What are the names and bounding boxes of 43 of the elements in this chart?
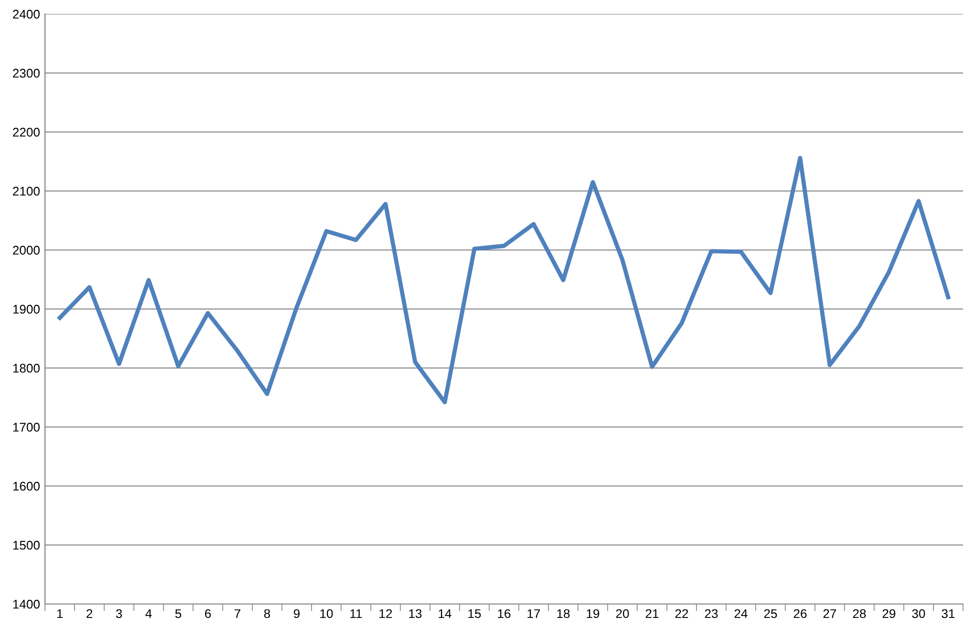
y-tick-label: 1500	[13, 540, 40, 550]
x-tick-label: 17	[528, 609, 540, 618]
x-tick-label: 22	[675, 609, 688, 618]
y-tick-label: 2100	[12, 186, 40, 196]
x-tick-label: 29	[882, 609, 896, 618]
x-tick-label: 27	[823, 609, 836, 618]
x-tick-label: 30	[912, 609, 926, 618]
y-tick-label: 2400	[12, 10, 40, 19]
x-tick-label: 18	[557, 609, 570, 618]
x-tick-label: 13	[409, 609, 422, 618]
y-tick-label: 2300	[12, 68, 40, 78]
y-tick-label: 1800	[13, 364, 40, 373]
x-tick-label: 24	[734, 609, 748, 618]
x-tick-label: 4	[145, 609, 152, 618]
x-tick-label: 20	[616, 609, 629, 618]
x-tick-label: 21	[646, 609, 658, 618]
x-tick-label: 28	[853, 609, 866, 618]
x-tick-label: 6	[205, 609, 211, 618]
x-tick-label: 26	[794, 609, 807, 618]
x-tick-label: 8	[264, 609, 270, 618]
x-tick-label: 3	[116, 609, 122, 618]
y-tick-label: 1600	[13, 482, 40, 491]
x-tick-label: 23	[704, 609, 718, 618]
line-series	[58, 156, 950, 404]
y-tick-label: 2200	[12, 128, 40, 137]
x-tick-label: 11	[350, 609, 362, 618]
x-tick-label: 1	[57, 609, 63, 618]
x-tick-label: 25	[764, 609, 777, 618]
y-tick-label: 2000	[12, 246, 40, 255]
x-tick-label: 16	[498, 609, 510, 618]
y-tick-label: 1900	[13, 304, 40, 314]
x-tick-label: 7	[234, 609, 240, 618]
x-tick-label: 5	[175, 609, 182, 618]
x-tick-label: 10	[320, 609, 333, 618]
y-tick-label: 1400	[13, 600, 40, 609]
x-tick-label: 2	[86, 609, 92, 618]
x-tick-label: 15	[468, 609, 481, 618]
x-tick-label: 12	[380, 609, 392, 618]
x-tick-label: 19	[586, 609, 600, 618]
x-tick-label: 14	[438, 609, 452, 618]
y-tick-label: 1700	[13, 422, 40, 432]
x-tick-label: 31	[942, 609, 955, 618]
x-tick-label: 9	[294, 609, 300, 618]
